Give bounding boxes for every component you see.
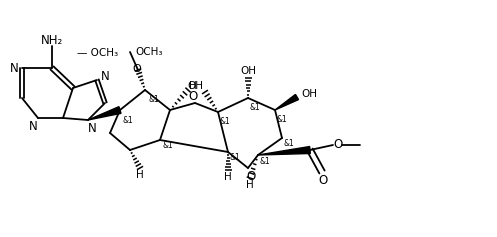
Text: &1: &1 [163,141,173,150]
Text: O: O [319,173,328,187]
Text: OH: OH [187,81,203,91]
Text: &1: &1 [123,115,133,124]
Text: OCH₃: OCH₃ [135,47,163,57]
Text: &1: &1 [259,156,270,165]
Text: H: H [246,180,254,190]
Text: O: O [333,137,342,150]
Text: H: H [136,170,144,180]
Polygon shape [275,94,299,110]
Text: N: N [9,61,18,74]
Text: &1: &1 [277,114,287,123]
Text: N: N [100,69,109,82]
Text: NH₂: NH₂ [41,33,63,46]
Text: &1: &1 [149,95,160,104]
Text: O: O [247,169,255,182]
Text: &1: &1 [249,102,260,111]
Polygon shape [88,107,121,120]
Polygon shape [258,146,310,155]
Text: OH: OH [240,66,256,76]
Text: N: N [29,119,37,132]
Text: H: H [189,81,197,91]
Text: &1: &1 [220,117,231,126]
Text: O: O [133,64,141,74]
Text: &1: &1 [284,140,294,149]
Text: OH: OH [301,89,317,99]
Text: H: H [224,172,232,182]
Text: — OCH₃: — OCH₃ [77,48,118,58]
Text: N: N [87,122,96,135]
Text: O: O [188,90,198,102]
Text: &1: &1 [230,154,241,163]
